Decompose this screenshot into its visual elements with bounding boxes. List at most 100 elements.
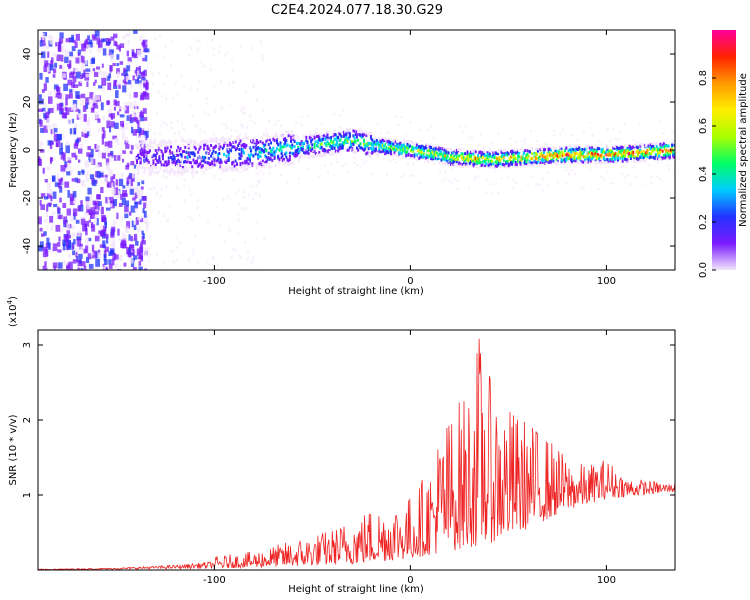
spectrogram-cell: [667, 151, 670, 155]
spectrogram-cell: [506, 147, 509, 150]
spectrogram-cell: [49, 36, 54, 45]
spectrogram-cell: [145, 159, 148, 163]
spectrogram-cell: [621, 148, 624, 152]
spectrogram-cell: [90, 222, 94, 229]
spectrogram-cell: [668, 153, 671, 157]
spectrogram-cell: [495, 151, 498, 155]
spectrogram-cell: [288, 151, 291, 155]
spectrogram-cell: [243, 164, 246, 168]
spectrogram-cell: [142, 233, 145, 240]
spectrogram-cell: [142, 91, 148, 97]
spectrogram-cell: [505, 152, 508, 156]
spectrogram-cell: [448, 147, 451, 151]
spectrogram-cell: [168, 172, 171, 176]
spectrogram-cell: [225, 51, 228, 55]
spectrogram-cell: [141, 240, 146, 245]
spectrogram-cell: [406, 162, 409, 165]
spectrogram-cell: [57, 44, 61, 52]
spectrogram-cell: [62, 243, 66, 251]
spectrogram-cell: [514, 160, 517, 164]
spectrogram-cell: [595, 154, 598, 158]
spectrogram-cell: [428, 154, 431, 158]
spectrogram-cell: [411, 154, 414, 158]
spectrogram-cell: [554, 148, 557, 152]
spectrogram-cell: [486, 155, 489, 159]
spectrogram-cell: [251, 260, 254, 264]
spectrogram-cell: [534, 147, 537, 151]
spectrogram-cell: [306, 167, 309, 170]
spectrogram-cell: [640, 143, 643, 147]
spectrogram-cell: [277, 120, 280, 123]
spectrogram-cell: [113, 85, 118, 89]
spectrogram-cell: [38, 245, 43, 252]
spectrogram-cell: [455, 160, 458, 164]
spectrogram-cell: [388, 132, 391, 135]
spectrogram-cell: [525, 160, 528, 164]
spectrogram-cell: [531, 161, 534, 165]
spectrogram-cell: [162, 175, 165, 178]
spectrogram-cell: [567, 151, 570, 155]
spectrogram-cell: [150, 172, 153, 176]
spectrogram-cell: [148, 160, 151, 164]
spectrogram-ytick-label: 20: [22, 96, 33, 109]
spectrogram-cell: [471, 165, 474, 168]
spectrogram-cell: [212, 149, 215, 153]
spectrogram-cell: [600, 148, 603, 152]
spectrogram-cell: [200, 61, 203, 65]
spectrogram-cell: [324, 152, 327, 156]
spectrogram-cell: [482, 149, 485, 153]
spectrogram-cell: [319, 143, 322, 147]
spectrogram-cell: [644, 145, 647, 148]
spectrogram-cell: [134, 202, 138, 209]
spectrogram-cell: [58, 178, 63, 182]
spectrogram-cell: [616, 158, 619, 162]
spectrogram-cell: [468, 187, 471, 190]
spectrogram-cell: [165, 149, 168, 153]
spectrogram-cell: [108, 140, 113, 148]
spectrogram-cell: [492, 165, 495, 169]
spectrogram-cell: [666, 157, 669, 161]
spectrogram-cell: [163, 163, 166, 167]
spectrogram-cell: [153, 140, 156, 144]
spectrogram-cell: [535, 152, 538, 156]
spectrogram-cell: [619, 146, 622, 150]
spectrogram-cell: [588, 155, 591, 159]
spectrogram-cell: [190, 146, 193, 150]
spectrogram-cell: [201, 164, 204, 168]
spectrogram-cell: [374, 148, 377, 152]
spectrogram-cell: [42, 246, 48, 250]
spectrogram-cell: [137, 194, 143, 200]
spectrogram-cell: [219, 138, 222, 142]
spectrogram-cell: [287, 162, 290, 166]
spectrogram-cell: [522, 163, 525, 167]
spectrogram-cell: [671, 143, 674, 147]
spectrogram-cell: [160, 150, 163, 154]
figure-title: C2E4.2024.077.18.30.G29: [271, 3, 443, 18]
spectrogram-cell: [171, 163, 174, 167]
spectrogram-cell: [292, 134, 295, 138]
spectrogram-cell: [386, 137, 389, 141]
spectrogram-cell: [489, 159, 492, 163]
spectrogram-cell: [221, 122, 224, 125]
spectrogram-cell: [141, 42, 146, 46]
spectrogram-cell: [485, 155, 488, 159]
spectrogram-cell: [606, 170, 609, 173]
spectrogram-cell: [137, 115, 143, 121]
spectrogram-cell: [85, 103, 89, 110]
spectrogram-cell: [418, 156, 421, 160]
spectrogram-cell: [280, 174, 283, 177]
spectrogram-cell: [206, 261, 209, 265]
spectrogram-cell: [556, 181, 559, 184]
spectrogram-cell: [174, 171, 177, 174]
spectrogram-cell: [658, 151, 661, 155]
snr-multiplier-base: (x10: [8, 304, 19, 327]
spectrogram-cell: [99, 244, 105, 248]
spectrogram-cell: [215, 205, 218, 209]
spectrogram-cell: [66, 208, 72, 216]
spectrogram-cell: [627, 144, 630, 148]
spectrogram-cell: [410, 149, 413, 153]
spectrogram-cell: [101, 228, 105, 237]
spectrogram-cell: [624, 122, 627, 125]
spectrogram-cell: [130, 161, 135, 166]
spectrogram-cell: [39, 72, 43, 80]
